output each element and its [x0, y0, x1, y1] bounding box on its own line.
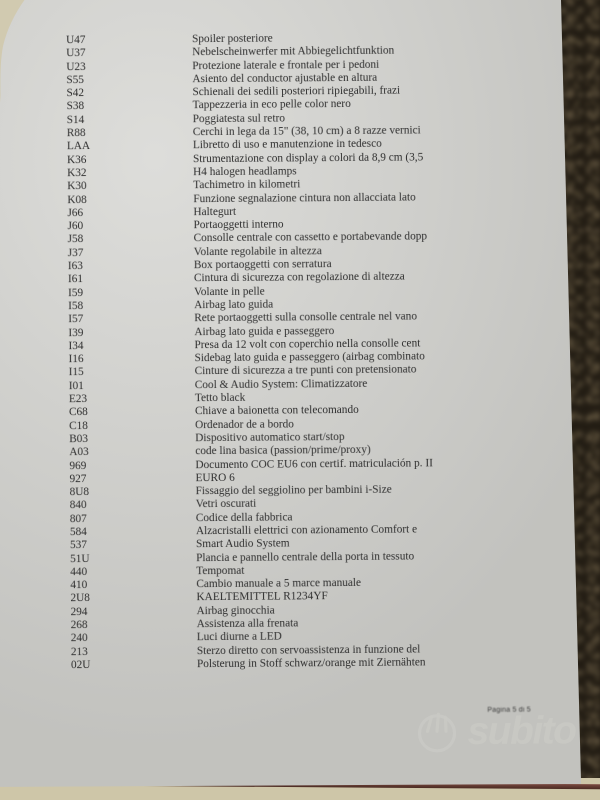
svg-text:subito: subito: [467, 709, 576, 753]
